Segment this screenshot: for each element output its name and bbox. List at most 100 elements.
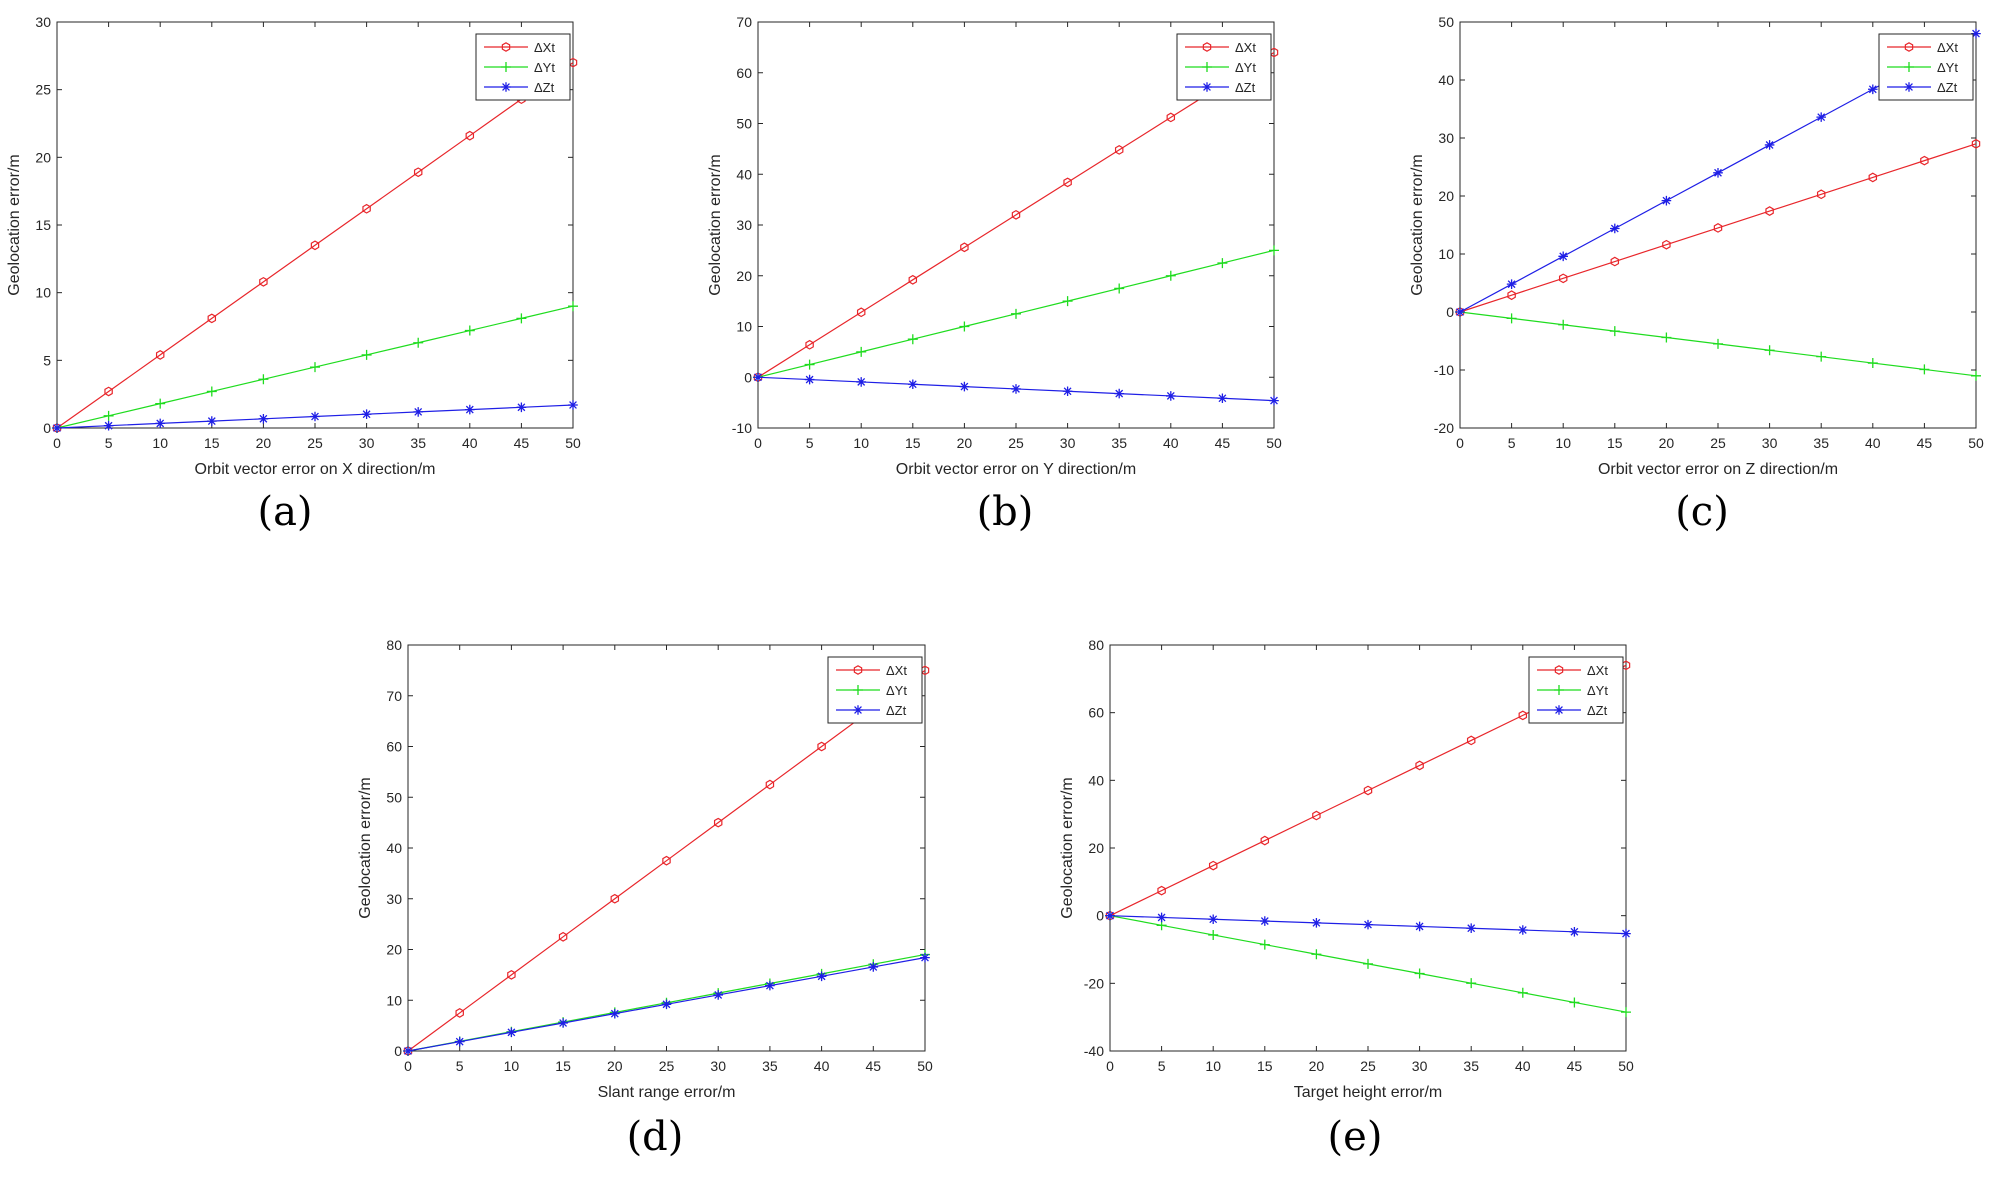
y-tick-label: 0: [43, 420, 51, 436]
data-point: [207, 313, 217, 324]
data-point: [1415, 760, 1424, 771]
x-tick-label: 30: [1762, 435, 1778, 451]
legend-label: ΔXt: [1235, 40, 1256, 55]
x-tick-label: 15: [204, 435, 220, 451]
x-tick-label: 0: [53, 435, 61, 451]
y-tick-label: 70: [386, 688, 402, 704]
x-tick-label: 0: [1106, 1058, 1114, 1074]
data-point: [1621, 928, 1631, 939]
data-point: [1311, 949, 1322, 960]
data-point: [1662, 239, 1671, 250]
data-point: [1868, 84, 1878, 95]
data-point: [1208, 860, 1218, 871]
y-tick-label: 0: [1446, 304, 1454, 320]
data-point: [103, 410, 114, 421]
x-tick-label: 50: [917, 1058, 933, 1074]
y-axis-label: Geolocation error/m: [707, 154, 724, 295]
data-point: [960, 242, 969, 253]
x-tick-label: 50: [1618, 1058, 1634, 1074]
y-tick-label: 30: [386, 891, 402, 907]
y-axis-label: Geolocation error/m: [6, 154, 23, 295]
chart-panel-3: 0 5 10 15 20 25 30 35 40 45 50 -20 -10 0 10 20 30 40 50 Orb…: [1409, 14, 1984, 535]
data-point: [1569, 927, 1580, 937]
x-axis-label: Target height error/m: [1294, 1084, 1443, 1101]
x-tick-label: 45: [1215, 435, 1231, 451]
data-point: [1466, 978, 1477, 989]
x-tick-label: 10: [1555, 435, 1571, 451]
data-point: [516, 402, 527, 413]
data-point: [1011, 308, 1021, 319]
y-tick-label: -10: [1434, 362, 1454, 378]
data-point: [1011, 209, 1021, 220]
y-tick-label: 20: [1438, 188, 1454, 204]
x-tick-label: 15: [905, 435, 921, 451]
x-tick-label: 20: [256, 435, 272, 451]
data-point: [713, 817, 723, 828]
data-point: [1455, 307, 1465, 317]
legend-marker: [853, 705, 863, 715]
series-line-1: [757, 51, 1275, 378]
data-point: [103, 420, 114, 431]
panel-label: (e): [1328, 1114, 1383, 1160]
x-tick-label: 35: [1463, 1058, 1479, 1074]
data-point: [1114, 283, 1125, 294]
data-point: [1156, 912, 1167, 923]
y-axis-label: Geolocation error/m: [357, 777, 374, 918]
x-tick-label: 50: [1266, 435, 1282, 451]
data-point: [558, 931, 568, 942]
data-point: [1165, 270, 1176, 281]
y-axis-label: Geolocation error/m: [1409, 154, 1426, 295]
data-point: [856, 346, 867, 357]
y-tick-label: 40: [1438, 72, 1454, 88]
data-point: [1466, 735, 1476, 746]
data-point: [1208, 914, 1218, 925]
data-point: [856, 307, 866, 318]
data-point: [361, 409, 372, 419]
data-point: [310, 411, 320, 422]
data-point: [507, 969, 516, 980]
data-point: [1507, 290, 1516, 301]
y-tick-label: 5: [43, 352, 51, 368]
data-point: [1764, 140, 1775, 150]
legend: ΔXt ΔYt ΔZt: [1878, 33, 1974, 101]
data-point: [805, 339, 814, 350]
data-point: [753, 372, 763, 383]
data-point: [1311, 918, 1322, 928]
x-tick-label: 30: [359, 435, 375, 451]
legend-label: ΔXt: [886, 663, 907, 678]
x-tick-label: 10: [152, 435, 168, 451]
x-tick-label: 30: [710, 1058, 726, 1074]
x-tick-label: 45: [514, 435, 530, 451]
legend-marker: [1202, 82, 1212, 92]
data-point: [804, 374, 815, 385]
y-tick-label: 10: [1438, 246, 1454, 262]
legend-marker: [853, 685, 863, 695]
legend-label: ΔXt: [534, 40, 555, 55]
data-point: [1105, 910, 1115, 921]
data-point: [1166, 391, 1176, 401]
x-tick-label: 15: [1257, 1058, 1273, 1074]
x-tick-label: 20: [957, 435, 973, 451]
x-tick-label: 10: [504, 1058, 520, 1074]
x-tick-label: 30: [1060, 435, 1076, 451]
y-tick-label: 0: [1096, 908, 1104, 924]
x-tick-label: 30: [1412, 1058, 1428, 1074]
chart-panel-5: 0 5 10 15 20 25 30 35 40 45 50 -40 -20 0 20 40 60 80 Targe…: [1059, 637, 1634, 1160]
data-point: [1816, 112, 1826, 122]
data-point: [155, 350, 165, 360]
x-tick-label: 25: [307, 435, 323, 451]
data-point: [455, 1008, 464, 1018]
y-tick-label: 15: [35, 217, 51, 233]
x-tick-label: 25: [1008, 435, 1024, 451]
x-tick-label: 40: [462, 435, 478, 451]
x-axis-label: Orbit vector error on Y direction/m: [896, 461, 1136, 478]
data-point: [1868, 172, 1878, 183]
data-point: [1609, 326, 1620, 337]
series-line-1: [1459, 143, 1977, 313]
data-point: [1971, 28, 1981, 39]
x-tick-label: 20: [607, 1058, 623, 1074]
data-point: [464, 325, 475, 336]
y-tick-label: -20: [1084, 975, 1104, 991]
legend-label: ΔZt: [1587, 703, 1608, 718]
